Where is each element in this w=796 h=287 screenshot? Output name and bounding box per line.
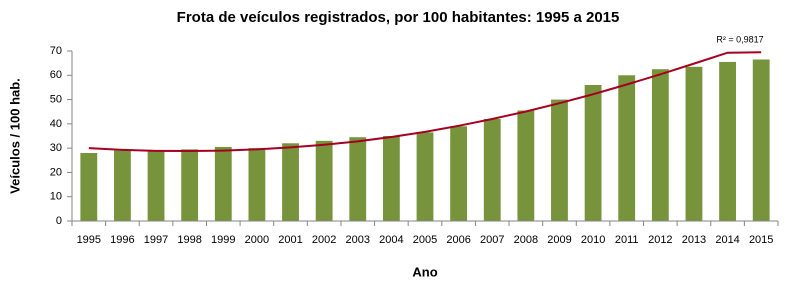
x-tick-label: 2003 [346,234,370,246]
y-tick-label: 20 [50,166,62,178]
y-tick-label: 30 [50,142,62,154]
bar [181,149,199,221]
x-tick-label: 1996 [110,234,134,246]
x-tick-label: 2008 [514,234,538,246]
bar [248,148,266,221]
y-axis-title: Veículos / 100 hab. [7,78,22,194]
x-tick-label: 2001 [278,234,302,246]
x-tick-label: 2007 [480,234,504,246]
bar [618,75,636,222]
bar [551,99,568,221]
y-tick-label: 0 [56,215,62,227]
x-tick-label: 2005 [413,234,437,246]
bar [282,143,299,221]
x-tick-label: 2011 [615,234,639,246]
y-tick-label: 10 [50,191,62,203]
x-tick-label: 1997 [144,234,168,246]
y-tick-label: 60 [50,69,62,81]
bar [719,61,736,221]
x-tick-label: 1995 [77,234,101,246]
x-tick-label: 2012 [648,234,672,246]
bar [315,140,333,221]
bar [752,59,770,221]
bar [147,150,165,221]
x-tick-label: 2002 [312,234,336,246]
bar [349,137,367,221]
bar [584,85,602,221]
x-axis-title: Ano [412,264,437,279]
x-tick-label: 2004 [379,234,403,246]
bar [382,136,400,221]
chart-title: Frota de veículos registrados, por 100 h… [177,9,620,26]
x-tick-label: 1999 [211,234,235,246]
bar [450,126,468,221]
x-tick-label: 2006 [446,234,470,246]
bar [416,132,434,221]
x-tick-label: 2009 [547,234,571,246]
x-tick-label: 2015 [749,234,773,246]
y-tick-label: 40 [50,118,62,130]
bar [483,119,501,221]
y-tick-label: 70 [50,45,62,57]
bar [214,146,232,221]
x-tick-label: 2010 [581,234,605,246]
x-tick-label: 2000 [245,234,269,246]
y-tick-label: 50 [50,93,62,105]
bar [517,110,535,221]
trendline [88,51,762,153]
r-squared-label: R² = 0,9817 [716,34,763,44]
bar [114,150,131,221]
bar [651,69,669,221]
x-tick-label: 2013 [682,234,706,246]
bar [80,153,98,221]
x-tick-label: 2014 [715,234,739,246]
bar [685,66,703,222]
x-tick-label: 1998 [177,234,201,246]
